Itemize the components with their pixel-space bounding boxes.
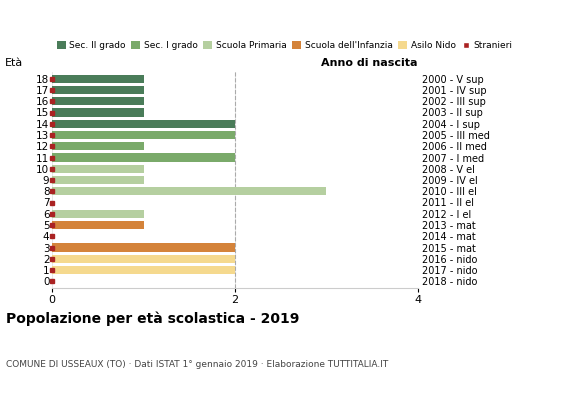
Bar	[52, 210, 143, 218]
Bar	[52, 154, 235, 162]
Bar	[52, 108, 143, 116]
Bar	[52, 255, 235, 263]
Text: Popolazione per età scolastica - 2019: Popolazione per età scolastica - 2019	[6, 312, 299, 326]
Bar	[52, 176, 143, 184]
Bar	[52, 142, 143, 150]
Bar	[52, 221, 143, 229]
Bar	[52, 97, 143, 105]
Bar	[52, 86, 143, 94]
Bar	[52, 266, 235, 274]
Text: Età: Età	[5, 58, 23, 68]
Bar	[52, 244, 235, 252]
Bar	[52, 75, 143, 83]
Bar	[52, 120, 235, 128]
Bar	[52, 187, 326, 195]
Bar	[52, 165, 143, 173]
Bar	[52, 131, 235, 139]
Text: Anno di nascita: Anno di nascita	[321, 58, 418, 68]
Legend: Sec. II grado, Sec. I grado, Scuola Primaria, Scuola dell'Infanzia, Asilo Nido, : Sec. II grado, Sec. I grado, Scuola Prim…	[57, 41, 513, 50]
Text: COMUNE DI USSEAUX (TO) · Dati ISTAT 1° gennaio 2019 · Elaborazione TUTTITALIA.IT: COMUNE DI USSEAUX (TO) · Dati ISTAT 1° g…	[6, 360, 388, 369]
